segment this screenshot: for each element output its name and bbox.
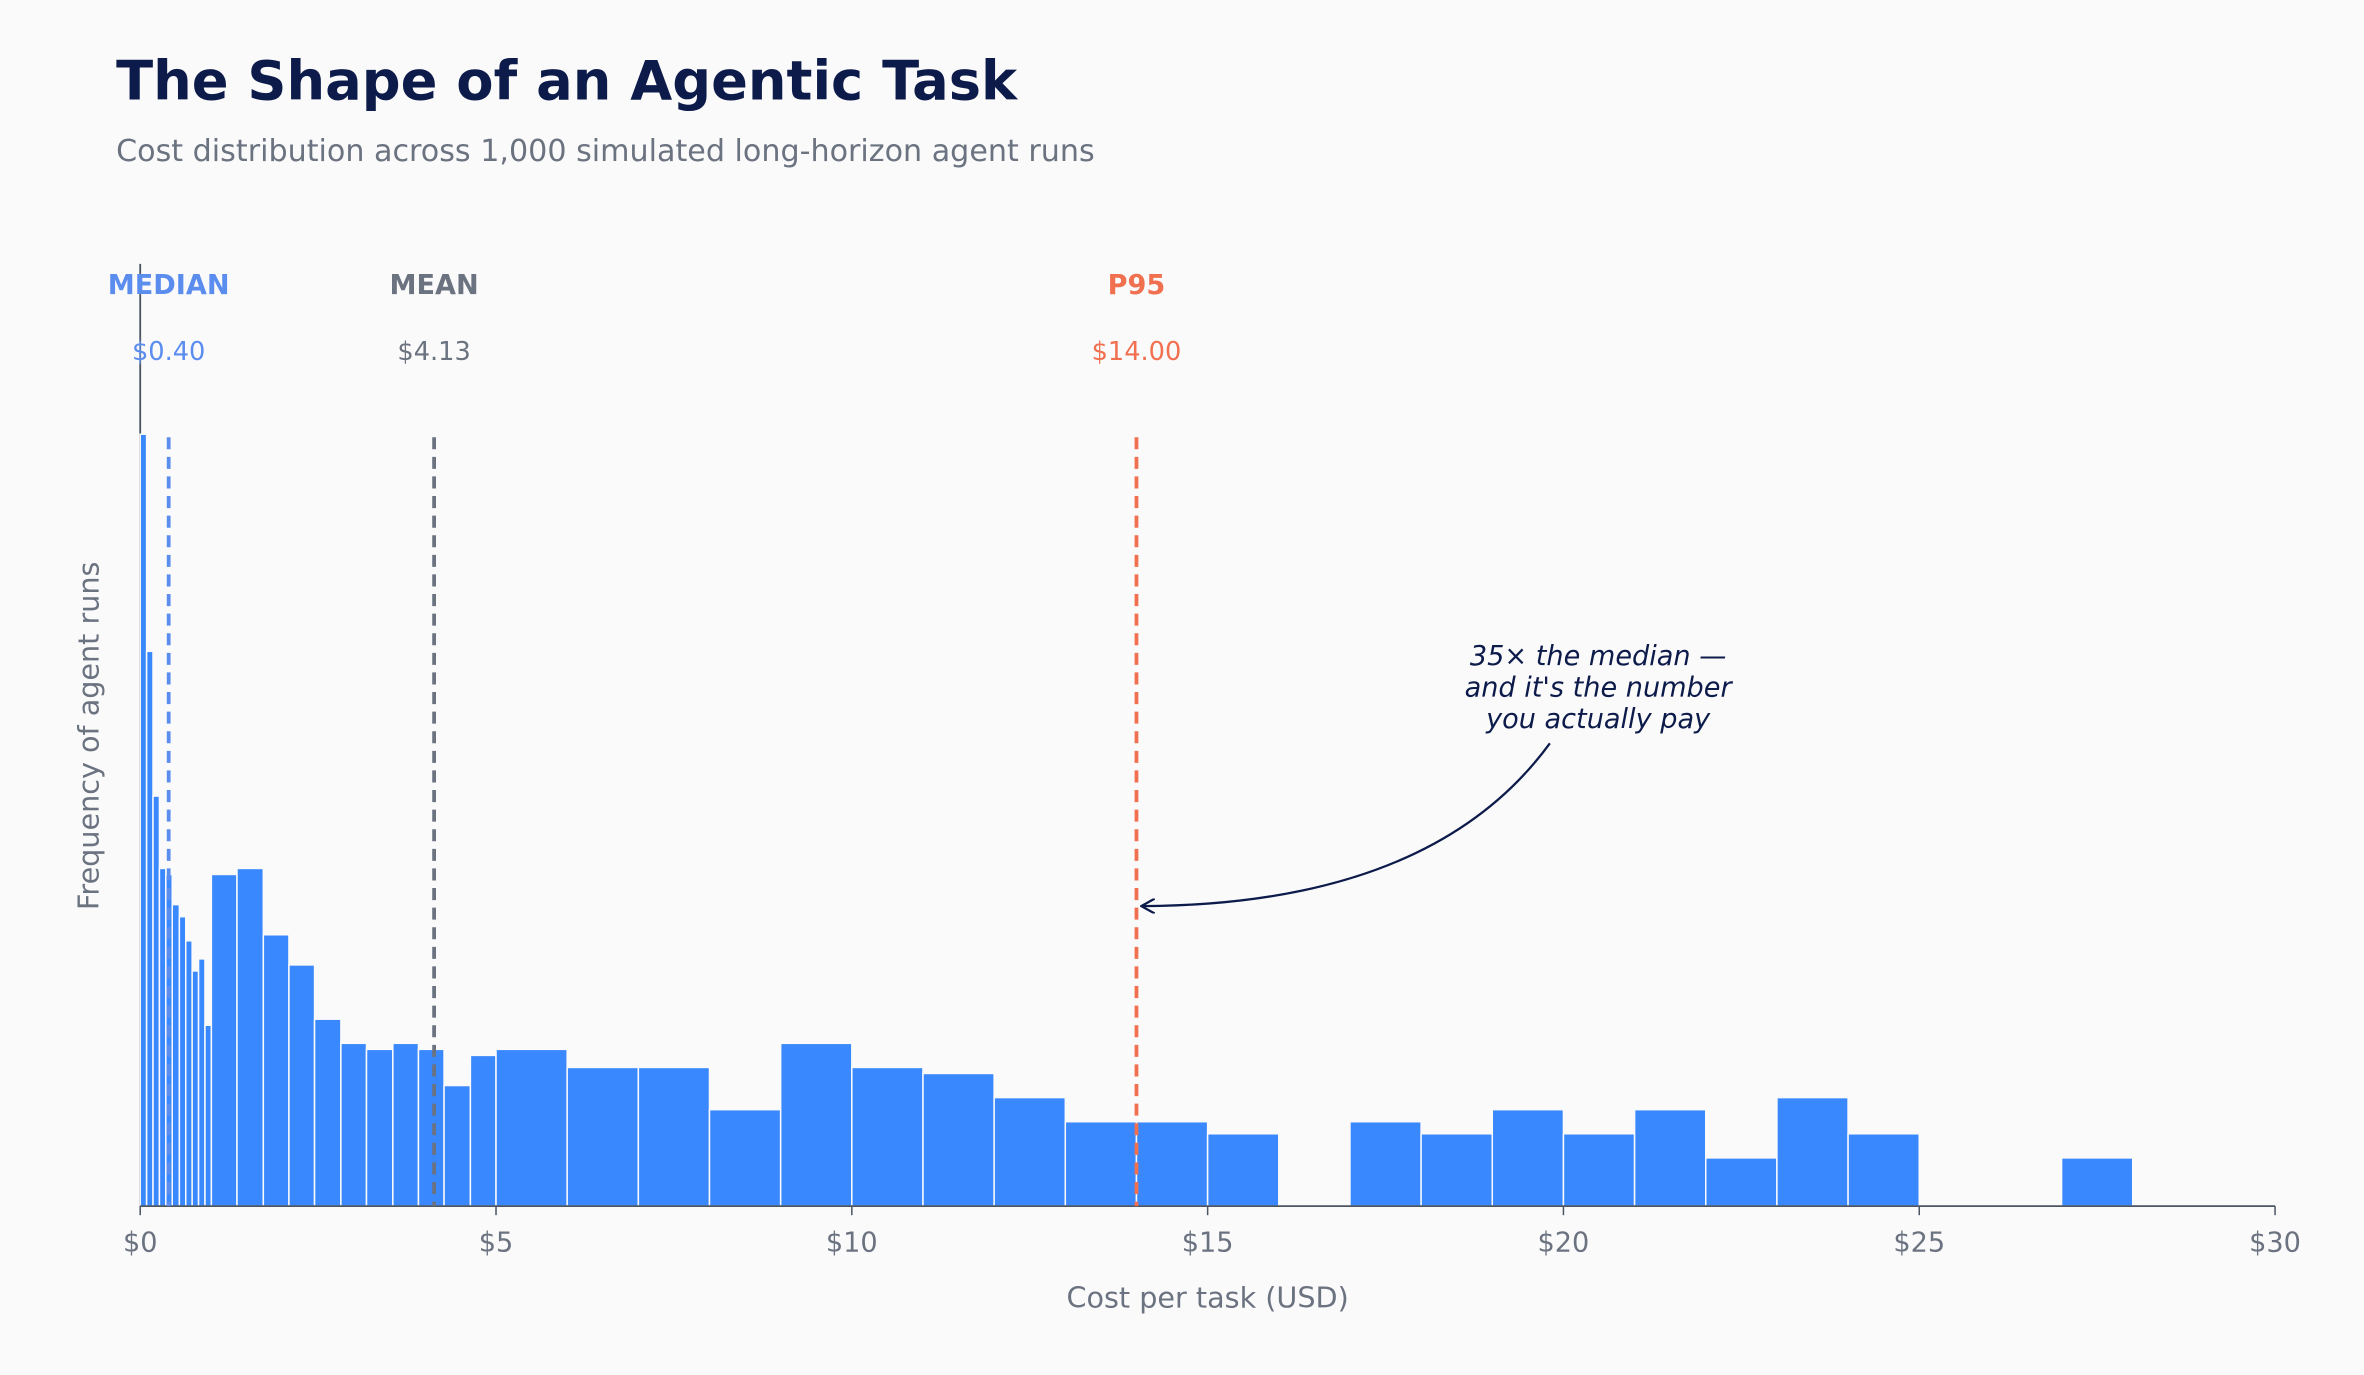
x-axis-label: Cost per task (USD) <box>1067 1281 1349 1315</box>
bar <box>158 867 167 1207</box>
bar <box>165 873 173 1207</box>
bar <box>1562 1133 1636 1207</box>
bar <box>1349 1120 1422 1207</box>
bar <box>262 934 290 1207</box>
marker-value: $14.00 <box>1092 337 1182 367</box>
marker-name: MEAN <box>389 270 478 301</box>
bar <box>851 1066 924 1207</box>
bar <box>1633 1108 1707 1207</box>
bar <box>288 964 316 1207</box>
x-tick-label: $20 <box>1538 1227 1590 1258</box>
x-tick-label: $30 <box>2249 1227 2301 1258</box>
x-tick-label: $25 <box>1893 1227 1945 1258</box>
bar <box>469 1054 497 1207</box>
bar <box>185 940 193 1207</box>
x-tick-label: $15 <box>1182 1227 1234 1258</box>
bar <box>566 1066 640 1207</box>
annotation: and it's the number <box>1465 673 1734 704</box>
bar <box>495 1048 568 1207</box>
marker-name: MEDIAN <box>108 270 230 301</box>
bar <box>191 970 200 1207</box>
bar <box>204 1024 213 1207</box>
bar <box>145 650 154 1207</box>
bar <box>993 1096 1067 1207</box>
bar <box>178 915 187 1207</box>
bar <box>443 1084 472 1207</box>
bar <box>340 1042 368 1207</box>
bar <box>708 1108 782 1207</box>
bar <box>152 795 161 1207</box>
bar <box>197 958 206 1207</box>
bar <box>236 867 265 1207</box>
x-tick-label: $10 <box>826 1227 878 1258</box>
bar <box>1206 1133 1280 1207</box>
chart-subtitle: Cost distribution across 1,000 simulated… <box>116 134 1095 169</box>
bar <box>171 903 181 1207</box>
bar <box>1705 1157 1778 1207</box>
bar <box>313 1018 342 1207</box>
bar <box>210 873 238 1207</box>
bar <box>1064 1120 1138 1207</box>
bar <box>1491 1108 1565 1207</box>
x-tick-label: $0 <box>123 1227 158 1258</box>
annotation-arrow <box>1143 742 1551 906</box>
marker-value: $0.40 <box>132 337 205 367</box>
x-tick-label: $5 <box>479 1227 514 1258</box>
bar <box>1776 1096 1849 1207</box>
bar <box>2060 1157 2134 1207</box>
bar <box>637 1066 711 1207</box>
bar <box>365 1048 394 1207</box>
bar <box>779 1042 853 1207</box>
bar <box>1135 1120 1209 1207</box>
annotation: you actually pay <box>1485 704 1711 735</box>
bar <box>392 1042 420 1207</box>
marker-name: P95 <box>1108 270 1166 301</box>
chart-title: The Shape of an Agentic Task <box>116 50 1019 113</box>
bar <box>417 1048 445 1207</box>
bar <box>922 1072 995 1207</box>
bar <box>1847 1133 1920 1207</box>
annotation: 35× the median — <box>1470 641 1726 672</box>
marker-value: $4.13 <box>397 337 470 367</box>
y-axis-label: Frequency of agent runs <box>71 562 105 910</box>
bar <box>1420 1133 1494 1207</box>
bar <box>139 433 148 1207</box>
